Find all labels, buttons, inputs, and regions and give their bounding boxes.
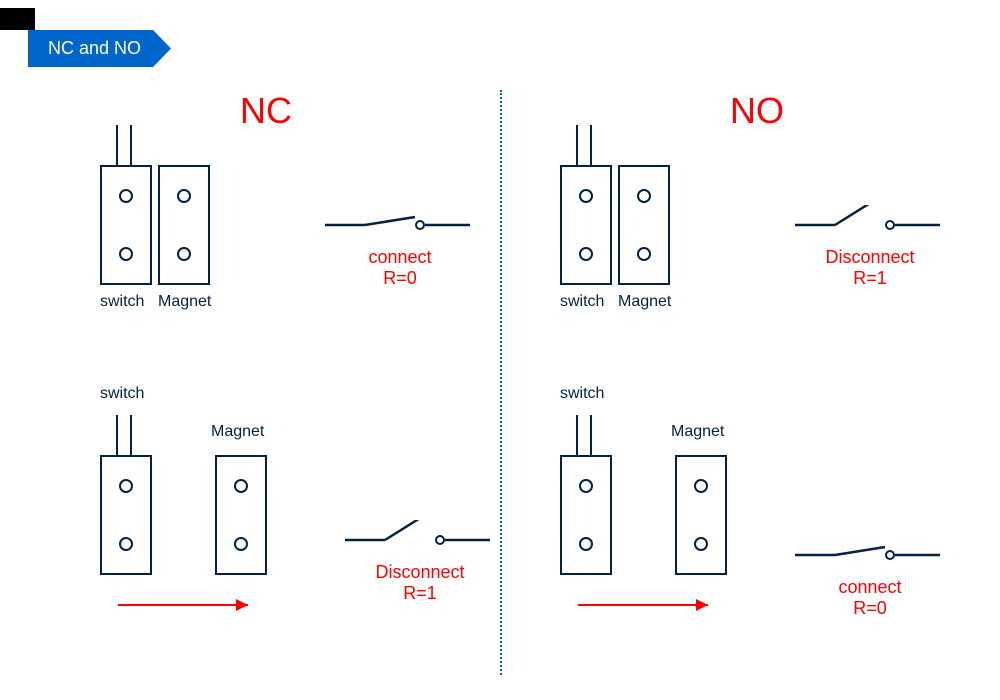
- mounting-hole-icon: [177, 247, 191, 261]
- magnet-label: Magnet: [671, 423, 724, 441]
- state-label: connectR=0: [340, 247, 460, 289]
- section-title: NC: [240, 90, 292, 132]
- header-tab: NC and NO: [28, 30, 171, 67]
- magnet-label: Magnet: [158, 293, 211, 311]
- sensor-box: [560, 455, 612, 575]
- motion-arrow-icon: [578, 595, 728, 615]
- sensor-wires: [100, 125, 152, 165]
- mounting-hole-icon: [579, 479, 593, 493]
- mounting-hole-icon: [694, 479, 708, 493]
- mounting-hole-icon: [637, 247, 651, 261]
- switch-schematic-icon: [795, 535, 945, 575]
- sensor-wires: [560, 415, 612, 455]
- vertical-divider: [500, 90, 502, 675]
- mounting-hole-icon: [637, 189, 651, 203]
- sensor-box: [618, 165, 670, 285]
- motion-arrow-icon: [118, 595, 268, 615]
- magnet-label: Magnet: [618, 293, 671, 311]
- mounting-hole-icon: [234, 537, 248, 551]
- mounting-hole-icon: [234, 479, 248, 493]
- mounting-hole-icon: [119, 247, 133, 261]
- state-label: DisconnectR=1: [810, 247, 930, 289]
- switch-label: switch: [560, 385, 604, 403]
- switch-schematic-icon: [325, 205, 475, 245]
- sensor-wires: [100, 415, 152, 455]
- sensor-wires: [560, 125, 612, 165]
- state-label: DisconnectR=1: [360, 562, 480, 604]
- mounting-hole-icon: [177, 189, 191, 203]
- mounting-hole-icon: [579, 189, 593, 203]
- sensor-box: [560, 165, 612, 285]
- header-black-block: [0, 8, 35, 30]
- sensor-box: [100, 165, 152, 285]
- mounting-hole-icon: [119, 537, 133, 551]
- sensor-box: [215, 455, 267, 575]
- magnet-label: Magnet: [211, 423, 264, 441]
- mounting-hole-icon: [579, 537, 593, 551]
- switch-schematic-icon: [345, 520, 495, 560]
- switch-label: switch: [100, 293, 144, 311]
- section-title: NO: [730, 90, 784, 132]
- switch-schematic-icon: [795, 205, 945, 245]
- mounting-hole-icon: [579, 247, 593, 261]
- state-label: connectR=0: [810, 577, 930, 619]
- sensor-box: [100, 455, 152, 575]
- sensor-box: [675, 455, 727, 575]
- mounting-hole-icon: [119, 479, 133, 493]
- sensor-box: [158, 165, 210, 285]
- mounting-hole-icon: [694, 537, 708, 551]
- switch-label: switch: [560, 293, 604, 311]
- mounting-hole-icon: [119, 189, 133, 203]
- switch-label: switch: [100, 385, 144, 403]
